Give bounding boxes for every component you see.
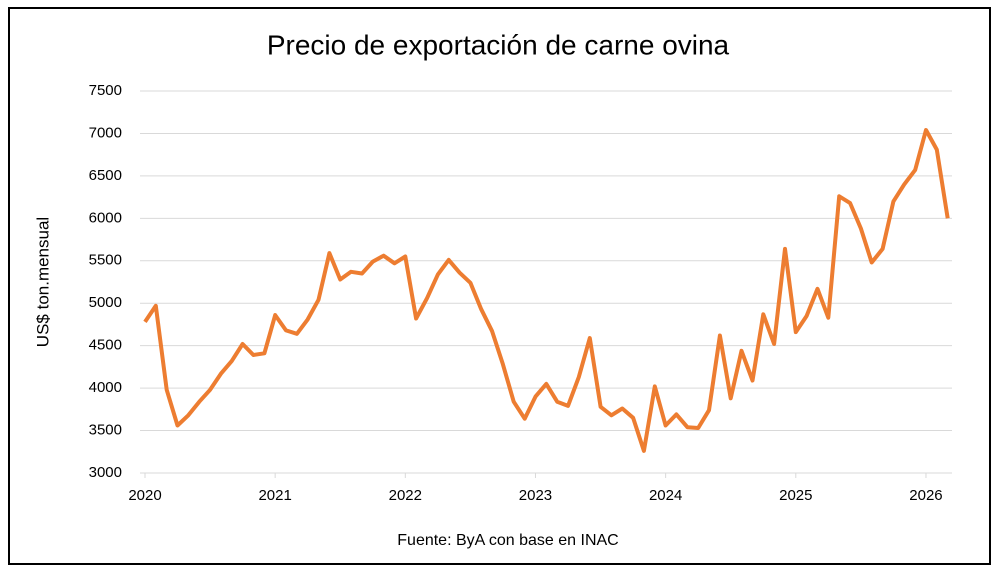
x-tick-label: 2021 xyxy=(258,487,291,504)
x-tick-label: 2020 xyxy=(128,487,161,504)
y-tick-label: 3000 xyxy=(89,464,122,481)
source-note: Fuente: ByA con base en INAC xyxy=(397,532,618,549)
y-tick-label: 4500 xyxy=(89,337,122,354)
y-tick-label: 7000 xyxy=(89,124,122,141)
y-tick-label: 5000 xyxy=(89,294,122,311)
x-tick-label: 2022 xyxy=(389,487,422,504)
x-tick-label: 2024 xyxy=(649,487,682,504)
y-tick-label: 6500 xyxy=(89,167,122,184)
y-tick-label: 4000 xyxy=(89,379,122,396)
x-tick-label: 2026 xyxy=(909,487,942,504)
y-tick-label: 7500 xyxy=(89,82,122,99)
x-tick-label: 2025 xyxy=(779,487,812,504)
y-tick-label: 3500 xyxy=(89,422,122,439)
y-tick-label: 6000 xyxy=(89,209,122,226)
y-axis-label: US$ ton.mensual xyxy=(33,217,52,347)
chart-border xyxy=(8,7,991,565)
data-line xyxy=(143,128,950,453)
x-tick-label: 2023 xyxy=(519,487,552,504)
y-tick-label: 5500 xyxy=(89,252,122,269)
chart-title: Precio de exportación de carne ovina xyxy=(267,29,730,60)
